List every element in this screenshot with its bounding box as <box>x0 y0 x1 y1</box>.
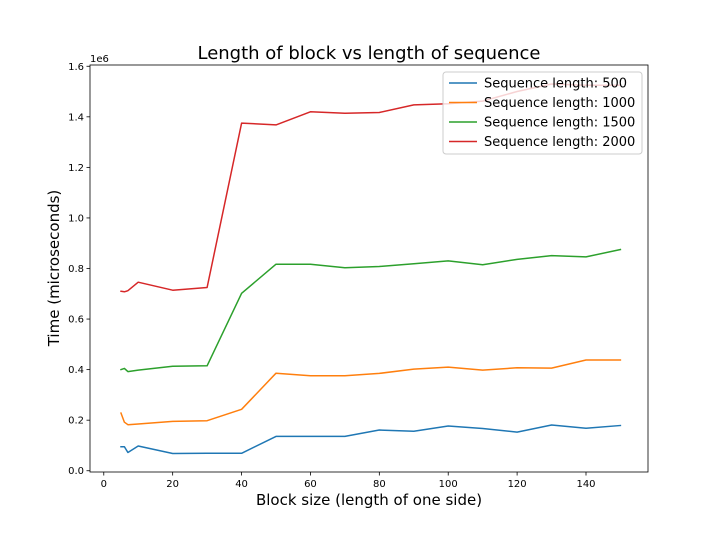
x-tick-label: 40 <box>235 479 248 490</box>
y-tick-label: 0.0 <box>68 466 84 477</box>
y-tick-label: 0.8 <box>68 264 84 275</box>
x-tick-label: 140 <box>576 479 595 490</box>
x-tick-label: 20 <box>166 479 179 490</box>
y-tick-label: 1.6 <box>68 62 84 73</box>
x-tick-label: 120 <box>508 479 527 490</box>
y-tick-label: 1.2 <box>68 163 84 174</box>
x-tick-label: 100 <box>439 479 458 490</box>
legend-box <box>442 71 643 155</box>
x-tick-label: 0 <box>101 479 107 490</box>
y-tick-label: 1.0 <box>68 213 84 224</box>
x-axis-label: Block size (length of one side) <box>256 491 482 509</box>
legend-label: Sequence length: 1500 <box>484 116 635 131</box>
y-tick-label: 0.6 <box>68 315 84 326</box>
plot-area: 0 20 40 60 80 100 120 140 0.0 0.2 0.4 0.6 0.8 1.0 1.2 1… <box>68 62 649 490</box>
y-tick-label: 1.4 <box>68 112 84 123</box>
series-line-1 <box>120 424 622 455</box>
legend-label: Sequence length: 500 <box>484 77 627 92</box>
series-line-2 <box>120 359 622 426</box>
y-tick-label: 0.2 <box>68 416 84 427</box>
legend-label: Sequence length: 1000 <box>484 96 635 111</box>
legend-label: Sequence length: 2000 <box>484 135 635 150</box>
chart-title: Length of block vs length of sequence <box>197 43 540 64</box>
series-line-3 <box>120 248 622 373</box>
legend: Sequence length: 500 Sequence length: 100… <box>442 71 643 155</box>
y-axis-offset-label: 1e6 <box>90 54 109 65</box>
x-tick-label: 80 <box>373 479 386 490</box>
y-tick-label: 0.4 <box>68 365 84 376</box>
x-tick-label: 60 <box>304 479 317 490</box>
y-axis-label: Time (microseconds) <box>45 190 63 348</box>
